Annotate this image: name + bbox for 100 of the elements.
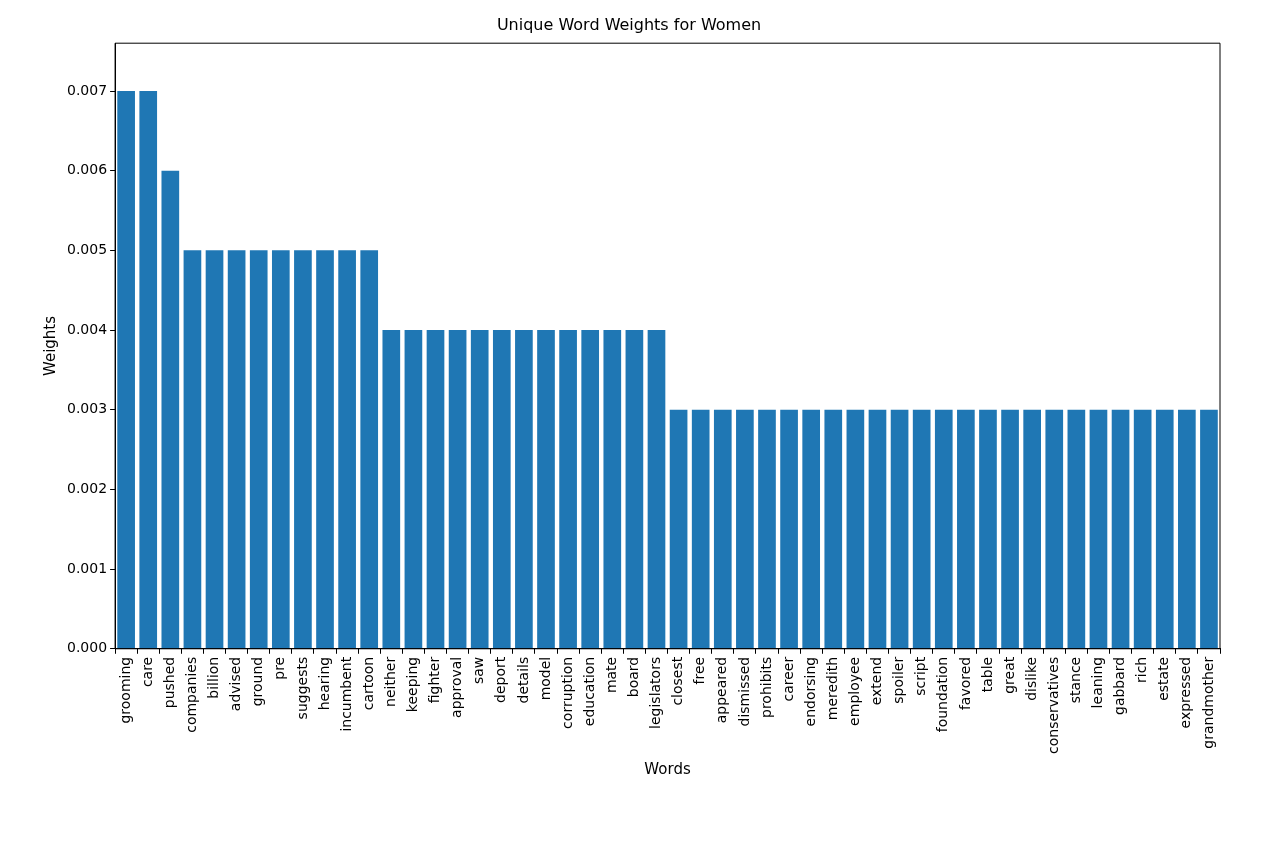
x-tick-label: prohibits xyxy=(757,656,774,718)
x-tick-label: billion xyxy=(205,656,222,699)
bar xyxy=(559,330,577,649)
bar xyxy=(713,409,732,649)
x-tick-label: companies xyxy=(183,656,200,733)
x-tick-label: approval xyxy=(448,656,465,718)
x-tick-label: care xyxy=(138,656,155,688)
bar xyxy=(1111,409,1130,649)
x-axis-title: Words xyxy=(644,759,691,778)
bar xyxy=(117,91,135,649)
bar xyxy=(846,409,865,649)
bar xyxy=(205,250,224,649)
bar xyxy=(294,250,312,649)
x-tick-label: corruption xyxy=(558,656,575,729)
bar xyxy=(492,330,511,649)
x-tick-label: leaning xyxy=(1089,656,1106,709)
x-tick-label: table xyxy=(978,656,995,693)
x-tick-label: extend xyxy=(868,656,885,706)
chart-title: Unique Word Weights for Women xyxy=(496,14,762,34)
y-tick-label: 0.005 xyxy=(66,241,108,258)
x-tick-label: dislike xyxy=(1022,656,1039,701)
bar xyxy=(802,409,821,649)
bar xyxy=(271,250,290,649)
x-tick-label: cartoon xyxy=(359,656,376,711)
x-tick-label: ground xyxy=(249,656,266,707)
bar xyxy=(448,330,467,649)
bar xyxy=(647,330,666,649)
bar xyxy=(957,409,975,649)
x-tick-label: stance xyxy=(1067,656,1083,704)
x-tick-label: spoiler xyxy=(890,656,907,704)
x-tick-label: mate xyxy=(602,656,619,694)
y-tick-label: 0.004 xyxy=(66,320,108,337)
y-tick-label: 0.000 xyxy=(66,639,108,656)
bar xyxy=(1200,409,1218,649)
bar xyxy=(1001,409,1019,649)
bar xyxy=(470,330,489,649)
x-tick-label: employee xyxy=(846,656,863,726)
bar xyxy=(426,330,445,649)
x-tick-label: favored xyxy=(956,656,973,711)
x-tick-label: estate xyxy=(1155,656,1172,701)
x-tick-label: foundation xyxy=(934,656,951,733)
x-tick-label: appeared xyxy=(713,656,730,724)
bar xyxy=(183,250,202,649)
x-tick-label: script xyxy=(912,656,929,696)
bar xyxy=(537,330,555,649)
x-tick-label: meredith xyxy=(823,656,840,721)
x-tick-label: details xyxy=(514,656,531,704)
bar xyxy=(338,250,356,649)
x-tick-label: advised xyxy=(227,656,244,712)
bar xyxy=(249,250,268,649)
x-tick-label: endorsing xyxy=(801,656,818,727)
x-tick-label: grandmother xyxy=(1199,656,1216,749)
bar xyxy=(227,250,246,649)
bar xyxy=(1023,409,1041,649)
bar xyxy=(1067,409,1086,649)
bar xyxy=(912,409,931,649)
x-tick-label: education xyxy=(580,656,597,727)
bar xyxy=(161,170,180,649)
bar xyxy=(868,409,887,649)
x-tick-label: fighter xyxy=(426,656,443,704)
y-axis-title: Weights xyxy=(40,315,59,377)
y-tick-label: 0.002 xyxy=(66,480,108,497)
bar xyxy=(979,409,997,649)
y-tick-label: 0.003 xyxy=(66,400,108,417)
x-tick-label: hearing xyxy=(315,656,332,711)
bar xyxy=(780,409,798,649)
bar xyxy=(758,409,776,649)
bar xyxy=(1133,409,1152,649)
x-tick-label: pushed xyxy=(160,656,177,709)
bar xyxy=(382,330,401,649)
x-tick-label: keeping xyxy=(404,656,421,713)
x-tick-label: incumbent xyxy=(337,656,354,732)
x-tick-label: model xyxy=(536,656,553,701)
y-tick-label: 0.001 xyxy=(66,559,108,576)
bar xyxy=(1045,409,1064,649)
x-tick-label: career xyxy=(779,656,796,702)
bar xyxy=(404,330,423,649)
y-tick-label: 0.006 xyxy=(66,161,108,178)
bar xyxy=(890,409,909,649)
x-tick-label: closest xyxy=(669,656,686,706)
x-tick-label: grooming xyxy=(116,656,133,724)
bar xyxy=(625,330,644,649)
y-tick-label: 0.007 xyxy=(66,81,108,98)
bar xyxy=(603,330,622,649)
bar xyxy=(360,250,379,649)
x-tick-label: free xyxy=(691,656,708,685)
x-tick-label: saw xyxy=(470,656,487,685)
x-tick-label: deport xyxy=(492,656,509,703)
bar xyxy=(515,330,533,649)
x-tick-label: expressed xyxy=(1177,656,1194,729)
bar xyxy=(581,330,600,649)
bar xyxy=(139,91,158,649)
x-tick-label: rich xyxy=(1133,656,1150,683)
bar xyxy=(934,409,953,649)
bar xyxy=(691,409,710,649)
bar xyxy=(736,409,754,649)
bar xyxy=(669,409,688,649)
x-tick-label: great xyxy=(1000,656,1017,694)
x-tick-label: suggests xyxy=(293,656,310,720)
bar xyxy=(1155,409,1174,649)
